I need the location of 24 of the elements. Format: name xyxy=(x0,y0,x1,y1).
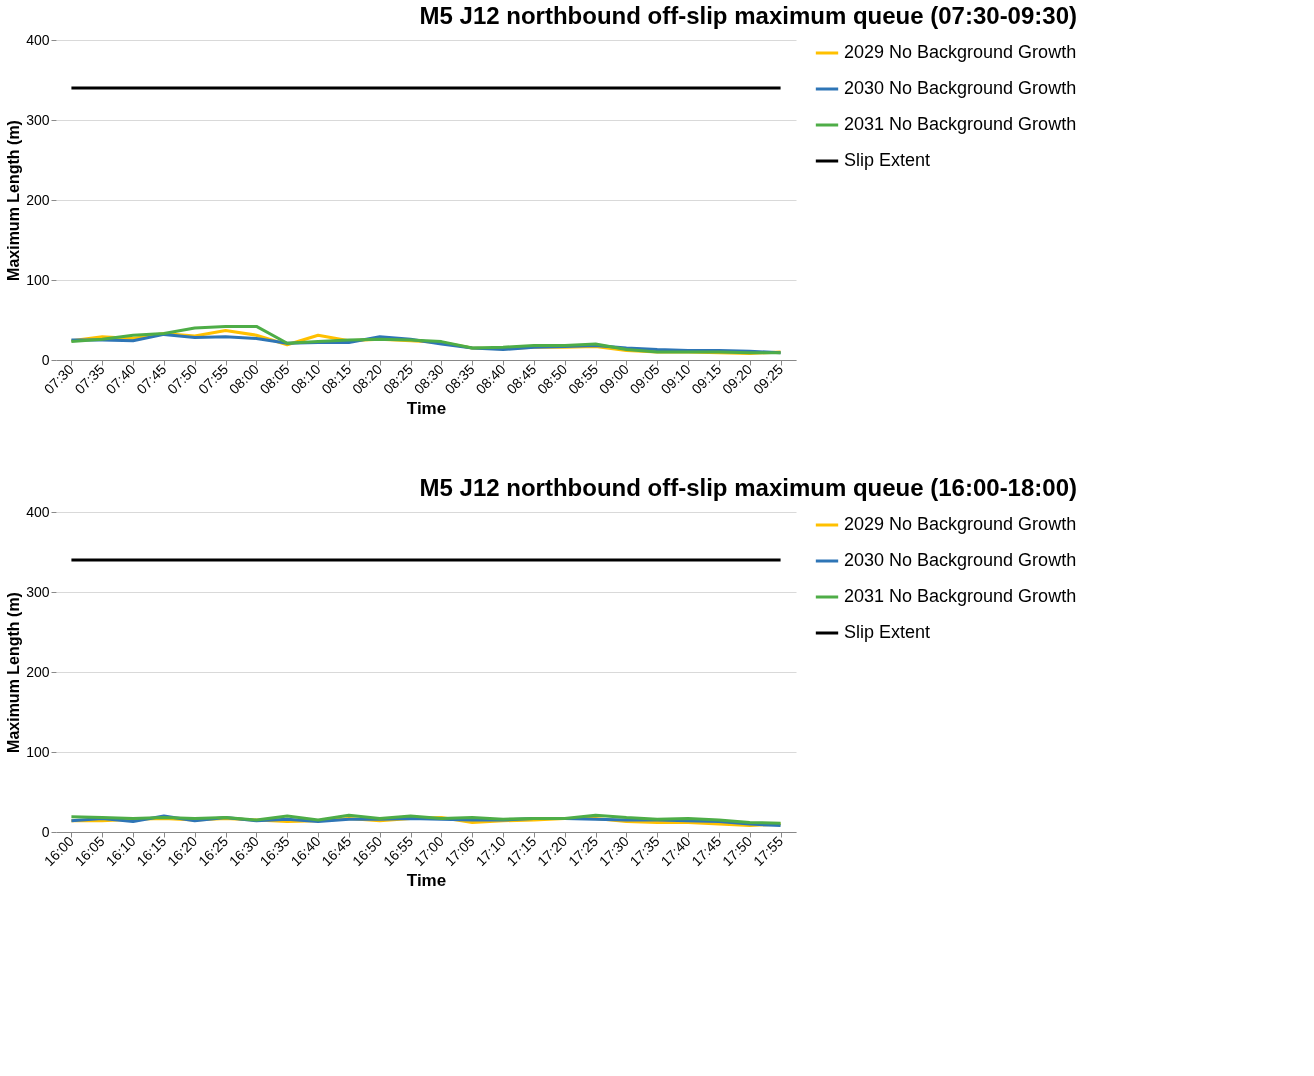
y-tick-label: 400 xyxy=(26,31,50,48)
y-tick-label: 100 xyxy=(26,743,50,760)
y-tick-label: 300 xyxy=(26,583,50,600)
y-tick-label: 200 xyxy=(26,191,50,208)
y-axis-title: Maximum Length (m) xyxy=(5,120,23,281)
legend-label: 2029 No Background Growth xyxy=(844,42,1077,62)
legend-label: Slip Extent xyxy=(844,150,931,170)
chart-title: M5 J12 northbound off-slip maximum queue (07:30-09:30) xyxy=(419,2,1077,29)
x-axis-title: Time xyxy=(406,871,447,891)
legend-label: 2031 No Background Growth xyxy=(844,586,1077,606)
y-tick-label: 200 xyxy=(26,663,50,680)
chart-title: M5 J12 northbound off-slip maximum queue (16:00-18:00) xyxy=(419,474,1077,501)
x-axis-title: Time xyxy=(406,399,447,419)
y-tick-label: 0 xyxy=(41,351,50,368)
legend-label: 2031 No Background Growth xyxy=(844,114,1077,134)
legend-label: 2030 No Background Growth xyxy=(844,78,1077,98)
y-tick-label: 0 xyxy=(41,823,50,840)
legend-label: 2029 No Background Growth xyxy=(844,514,1077,534)
y-tick-label: 100 xyxy=(26,271,50,288)
legend-label: 2030 No Background Growth xyxy=(844,550,1077,570)
y-axis-title: Maximum Length (m) xyxy=(5,592,23,753)
y-tick-label: 300 xyxy=(26,111,50,128)
legend-label: Slip Extent xyxy=(844,622,931,642)
y-tick-label: 400 xyxy=(26,503,50,520)
